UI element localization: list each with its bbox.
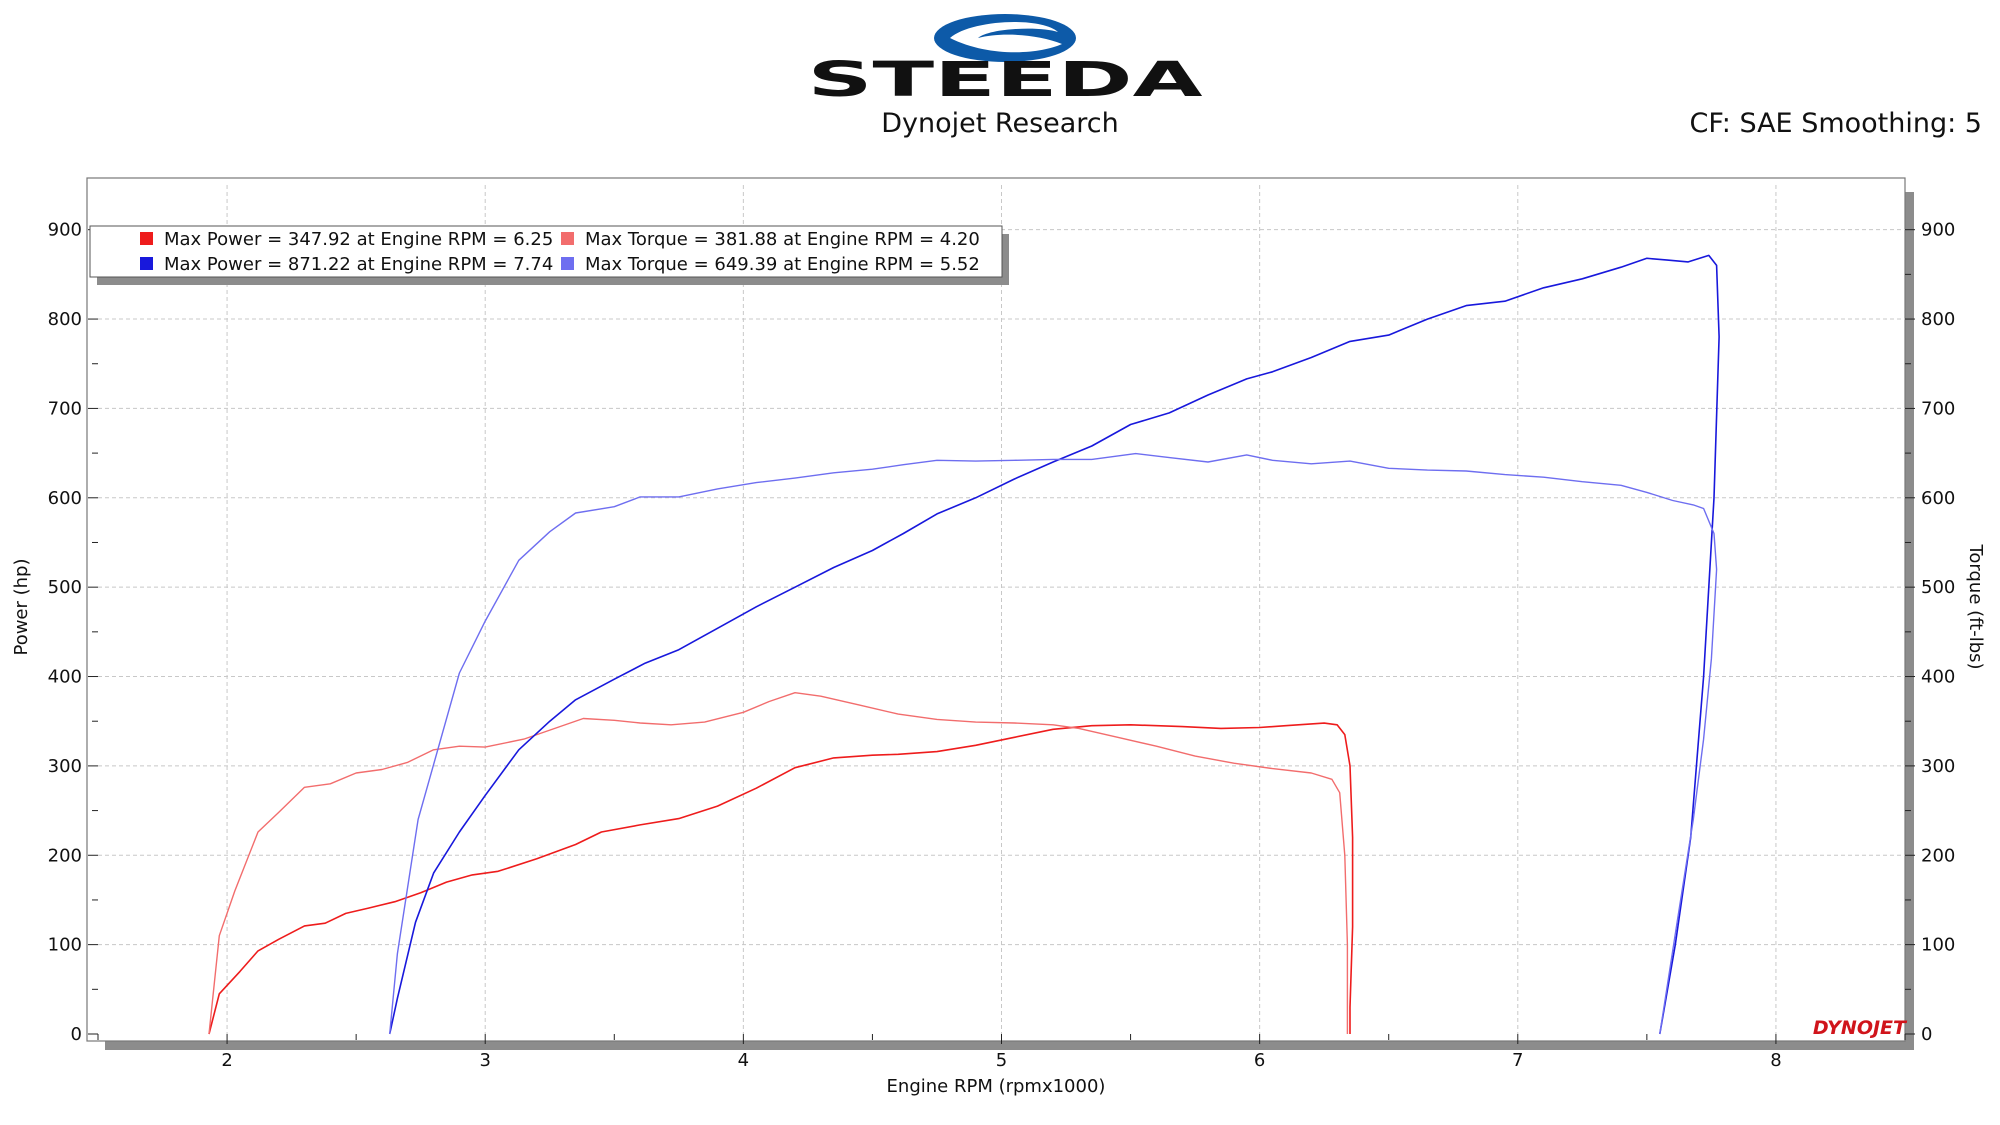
x-tick-label: 6 [1254, 1050, 1265, 1071]
series-line-2 [388, 254, 1720, 1035]
y-tick-label-right: 100 [1921, 935, 1955, 956]
legend-swatch-2 [140, 257, 153, 270]
chart-subtitle: Dynojet Research [881, 108, 1119, 139]
legend-label-0: Max Power = 347.92 at Engine RPM = 6.25 [164, 229, 553, 250]
plot-frame [86, 177, 1914, 1050]
legend-swatch-1 [561, 232, 574, 245]
y-tick-label-right: 800 [1921, 309, 1955, 330]
x-tick-label: 2 [221, 1050, 232, 1071]
plot-area [86, 177, 1906, 1042]
y-tick-label-right: 300 [1921, 756, 1955, 777]
legend-box [89, 225, 1003, 278]
x-axis: 2 3 4 5 6 7 8 [97, 1034, 1906, 1071]
legend-swatch-3 [561, 257, 574, 270]
legend-swatch-0 [140, 232, 153, 245]
dynojet-watermark: DYNOJET [1813, 1017, 1908, 1039]
y-tick-label-left: 700 [48, 398, 82, 419]
x-axis-title: Engine RPM (rpmx1000) [887, 1076, 1106, 1097]
y-tick-label-left: 0 [71, 1024, 82, 1045]
x-tick-label: 7 [1512, 1050, 1523, 1071]
y-tick-label-left: 300 [48, 756, 82, 777]
correction-factor-label: CF: SAE Smoothing: 5 [1689, 108, 1982, 139]
y-axis-title-right: Torque (ft-lbs) [1965, 543, 1986, 669]
series-layer [208, 254, 1720, 1035]
y-tick-label-left: 100 [48, 935, 82, 956]
steeda-logo-graphic: STEEDA [808, 14, 1203, 108]
series-line-1 [208, 692, 1349, 1035]
y-tick-label-right: 600 [1921, 488, 1955, 509]
y-tick-label-left: 200 [48, 845, 82, 866]
y-axis-title-left: Power (hp) [11, 558, 32, 655]
gridlines [98, 185, 1905, 1034]
y-tick-label-right: 700 [1921, 398, 1955, 419]
series-line-3 [389, 452, 1718, 1035]
x-tick-label: 5 [996, 1050, 1007, 1071]
logo-wordmark: STEEDA [808, 52, 1203, 103]
legend-label-2: Max Power = 871.22 at Engine RPM = 7.74 [164, 254, 553, 275]
y-tick-label-right: 200 [1921, 845, 1955, 866]
y-tick-label-right: 500 [1921, 577, 1955, 598]
y-tick-label-left: 500 [48, 577, 82, 598]
x-tick-label: 3 [479, 1050, 490, 1071]
y-axis-left: 0 100 200 300 400 500 600 700 800 900 [48, 220, 98, 1045]
y-tick-label-left: 400 [48, 667, 82, 688]
y-tick-label-left: 900 [48, 220, 82, 241]
legend: Max Power = 347.92 at Engine RPM = 6.25 M… [89, 225, 1009, 285]
y-tick-label-right: 900 [1921, 220, 1955, 241]
y-axis-right: 0 100 200 300 400 500 600 700 800 900 [1905, 220, 1955, 1045]
plot-shadow-bottom [105, 1041, 1914, 1050]
y-tick-label-left: 800 [48, 309, 82, 330]
series-line-0 [208, 722, 1354, 1035]
legend-label-1: Max Torque = 381.88 at Engine RPM = 4.20 [585, 229, 980, 250]
plot-shadow-right [1905, 192, 1914, 1050]
y-tick-label-left: 600 [48, 488, 82, 509]
y-tick-label-right: 0 [1921, 1024, 1932, 1045]
x-tick-label: 8 [1770, 1050, 1781, 1071]
logo-swoosh-s [950, 21, 1062, 53]
y-tick-label-right: 400 [1921, 667, 1955, 688]
x-tick-label: 4 [738, 1050, 749, 1071]
legend-label-3: Max Torque = 649.39 at Engine RPM = 5.52 [585, 254, 980, 275]
steeda-logo: STEEDA [800, 8, 1210, 108]
